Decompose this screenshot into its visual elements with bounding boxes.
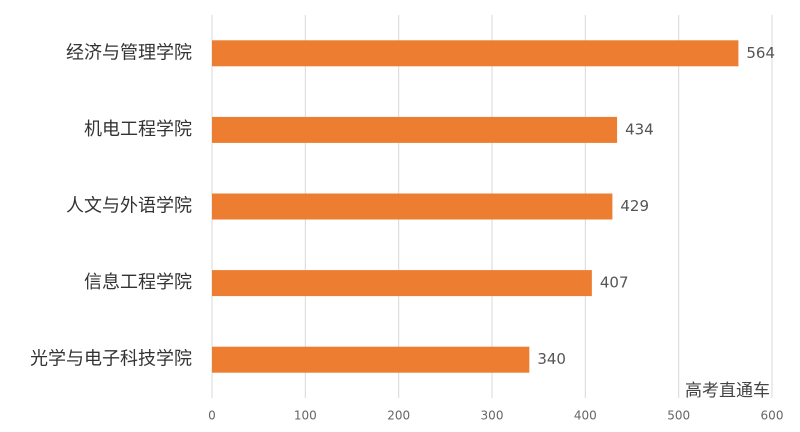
bar xyxy=(212,116,618,143)
y-tick-label: 光学与电子科技学院 xyxy=(30,349,192,370)
x-tick-label: 0 xyxy=(208,409,216,423)
bar xyxy=(212,270,592,297)
x-tick-label: 600 xyxy=(761,409,784,423)
bar xyxy=(212,193,613,220)
x-tick-label: 200 xyxy=(387,409,410,423)
y-tick-label: 人文与外语学院 xyxy=(66,196,192,217)
value-label: 434 xyxy=(625,120,654,138)
y-tick-label: 经济与管理学院 xyxy=(66,42,192,63)
value-label: 340 xyxy=(537,350,566,368)
value-label: 564 xyxy=(746,44,775,62)
watermark: 高考直通车 xyxy=(685,381,770,401)
value-label: 407 xyxy=(600,274,629,292)
bar xyxy=(212,40,739,67)
value-label: 429 xyxy=(620,197,649,215)
x-tick-label: 300 xyxy=(481,409,504,423)
y-tick-label: 机电工程学院 xyxy=(84,119,192,140)
x-tick-label: 500 xyxy=(667,409,690,423)
y-tick-label: 信息工程学院 xyxy=(84,272,192,293)
x-tick-label: 100 xyxy=(294,409,317,423)
bar xyxy=(212,346,530,373)
x-tick-label: 400 xyxy=(574,409,597,423)
